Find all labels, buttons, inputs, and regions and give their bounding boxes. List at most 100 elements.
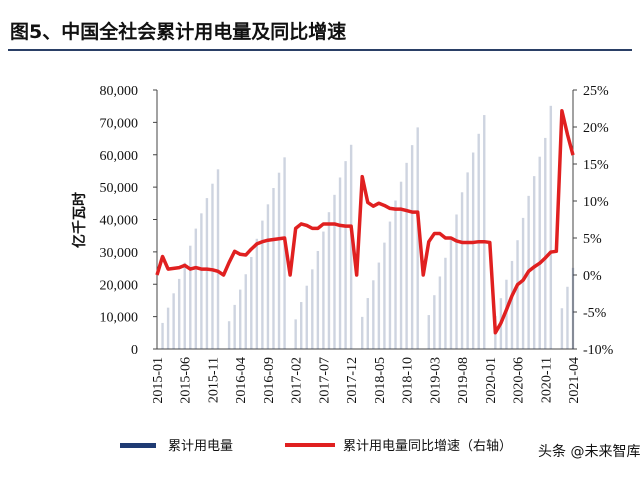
growth-line xyxy=(155,108,575,335)
bar xyxy=(438,276,442,349)
x-tick-label: 2018-05 xyxy=(373,357,388,404)
bar xyxy=(433,295,436,349)
y2-tick-label: 5% xyxy=(583,232,602,247)
bar xyxy=(338,177,342,349)
bar xyxy=(366,298,369,349)
bar xyxy=(471,152,475,349)
y-tick-label: 80,000 xyxy=(100,84,139,99)
bar xyxy=(255,238,259,349)
bar xyxy=(449,236,453,349)
bar xyxy=(383,242,386,349)
x-tick-label: 2021-04 xyxy=(567,357,582,404)
x-tick-label: 2017-12 xyxy=(345,357,360,404)
bar xyxy=(272,187,275,349)
legend-swatch xyxy=(120,443,156,448)
bar xyxy=(244,274,247,349)
bar xyxy=(394,200,397,349)
bar xyxy=(327,212,331,349)
bar xyxy=(571,267,575,349)
bar xyxy=(560,308,564,349)
bar xyxy=(322,231,325,349)
bar xyxy=(466,172,469,349)
bar xyxy=(194,228,198,349)
bar xyxy=(311,269,314,349)
y2-tick-label: 20% xyxy=(583,121,609,136)
y-tick-label: 50,000 xyxy=(100,181,139,196)
bar xyxy=(161,322,164,349)
bar xyxy=(211,183,214,349)
bar xyxy=(177,278,181,349)
bar xyxy=(205,198,209,349)
bar xyxy=(200,213,203,349)
bar xyxy=(189,245,192,349)
legend-label: 累计用电量同比增速（右轴） xyxy=(343,439,512,454)
bar xyxy=(388,221,392,349)
bar xyxy=(250,256,253,349)
y-tick-label: 0 xyxy=(131,343,138,358)
bar xyxy=(427,315,430,349)
bar xyxy=(372,280,375,349)
bar xyxy=(333,194,336,349)
bar xyxy=(266,204,270,349)
x-tick-label: 2015-01 xyxy=(151,357,166,404)
y-tick-label: 40,000 xyxy=(100,214,139,229)
bar xyxy=(233,304,236,349)
x-tick-label: 2018-10 xyxy=(401,357,416,404)
bar xyxy=(410,145,414,349)
bar xyxy=(166,307,170,349)
x-tick-label: 2020-01 xyxy=(484,357,499,404)
x-tick-label: 2015-11 xyxy=(206,357,221,403)
y-tick-label: 60,000 xyxy=(100,149,139,164)
bar xyxy=(516,240,519,349)
y-tick-label: 10,000 xyxy=(100,311,139,326)
y2-tick-label: -5% xyxy=(583,306,607,321)
bar xyxy=(305,285,308,349)
y2-tick-label: 15% xyxy=(583,158,609,173)
bar xyxy=(377,262,381,349)
bar xyxy=(521,217,525,349)
bar xyxy=(349,144,353,349)
bar xyxy=(361,316,364,349)
bar xyxy=(216,169,220,349)
bar xyxy=(239,289,242,349)
bar xyxy=(405,162,408,349)
bar xyxy=(316,250,320,349)
bar xyxy=(172,293,175,349)
bar xyxy=(283,157,286,349)
bar xyxy=(416,127,419,349)
bar xyxy=(399,181,403,349)
bar xyxy=(510,260,514,349)
bar xyxy=(483,115,486,349)
x-tick-label: 2020-06 xyxy=(512,357,527,404)
y-tick-label: 70,000 xyxy=(100,116,139,131)
y2-tick-label: 10% xyxy=(583,195,609,210)
x-tick-label: 2017-02 xyxy=(290,357,305,404)
bar xyxy=(183,262,186,349)
bar xyxy=(444,257,447,349)
bar xyxy=(261,220,264,349)
bar xyxy=(566,286,569,349)
bar xyxy=(455,214,458,349)
bar xyxy=(277,172,281,349)
y-tick-label: 20,000 xyxy=(100,278,139,293)
y2-tick-label: -10% xyxy=(583,343,614,358)
bar xyxy=(544,137,547,349)
x-tick-label: 2015-06 xyxy=(179,357,194,404)
x-tick-label: 2019-08 xyxy=(456,357,471,404)
bar xyxy=(505,279,508,349)
y-axis-label: 亿千瓦时 xyxy=(71,192,88,248)
y2-tick-label: 25% xyxy=(583,84,609,99)
y-tick-label: 30,000 xyxy=(100,246,139,261)
bar xyxy=(227,321,231,349)
chart-title: 图5、中国全社会累计用电量及同比增速 xyxy=(10,20,346,43)
x-tick-label: 2019-03 xyxy=(428,357,443,404)
x-tick-label: 2020-11 xyxy=(539,357,554,403)
x-tick-label: 2017-07 xyxy=(317,357,332,404)
bar xyxy=(538,156,541,349)
legend-label: 累计用电量 xyxy=(168,439,233,454)
bar xyxy=(294,319,297,349)
watermark: 头条 @未来智库 xyxy=(538,443,640,460)
bar xyxy=(460,192,464,349)
bar xyxy=(549,105,553,349)
